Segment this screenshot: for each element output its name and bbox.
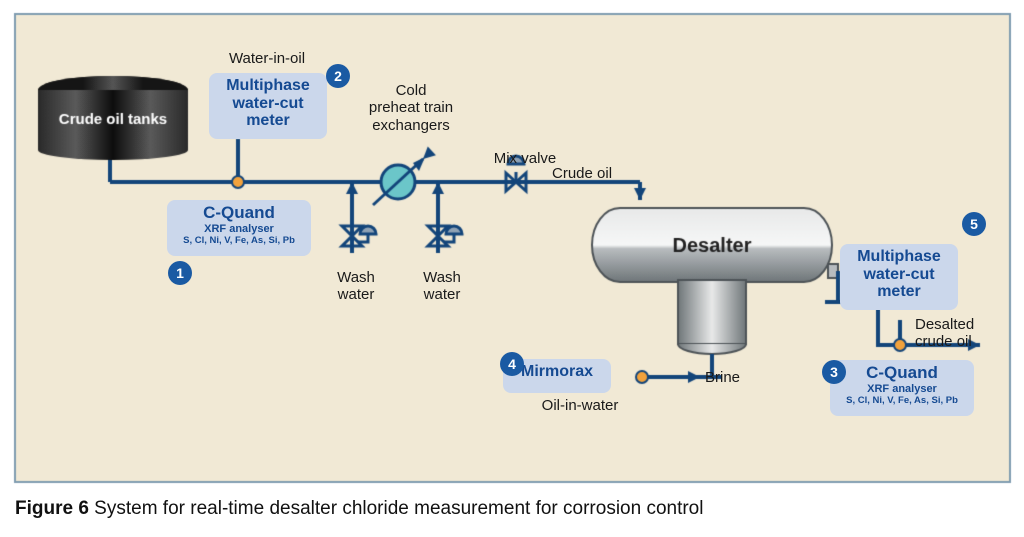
mp2-title: Multiphase water-cut meter (215, 77, 321, 130)
box-cquand-3: C-Quand XRF analyser S, Cl, Ni, V, Fe, A… (830, 360, 974, 416)
badge-1: 1 (168, 261, 192, 285)
badge-2: 2 (326, 64, 350, 88)
label-desalted: Desalted crude oil (915, 316, 1005, 351)
badge-4: 4 (500, 352, 524, 376)
box-mp-meter-2: Multiphase water-cut meter (209, 73, 327, 139)
label-cold-preheat: Cold preheat train exchangers (356, 82, 466, 134)
cquand1-elems: S, Cl, Ni, V, Fe, As, Si, Pb (173, 235, 305, 246)
box-cquand-1: C-Quand XRF analyser S, Cl, Ni, V, Fe, A… (167, 200, 311, 256)
badge-3: 3 (822, 360, 846, 384)
cquand3-title: C-Quand (836, 364, 968, 383)
cquand1-sub: XRF analyser (173, 223, 305, 235)
caption-lead: Figure 6 (15, 498, 89, 519)
caption-text: System for real-time desalter chloride m… (89, 498, 704, 519)
label-oil-in-water: Oil-in-water (530, 397, 630, 414)
label-wash-water-1: Wash water (326, 269, 386, 304)
badge-5: 5 (962, 212, 986, 236)
label-water-in-oil: Water-in-oil (212, 50, 322, 67)
mp5-title: Multiphase water-cut meter (846, 248, 952, 301)
label-crude-oil: Crude oil (552, 165, 642, 182)
label-brine: Brine (705, 369, 765, 386)
cquand3-sub: XRF analyser (836, 383, 968, 395)
cquand1-title: C-Quand (173, 204, 305, 223)
cquand3-elems: S, Cl, Ni, V, Fe, As, Si, Pb (836, 395, 968, 406)
label-wash-water-2: Wash water (412, 269, 472, 304)
figure-caption: Figure 6 System for real-time desalter c… (15, 498, 703, 520)
box-mp-meter-5: Multiphase water-cut meter (840, 244, 958, 310)
